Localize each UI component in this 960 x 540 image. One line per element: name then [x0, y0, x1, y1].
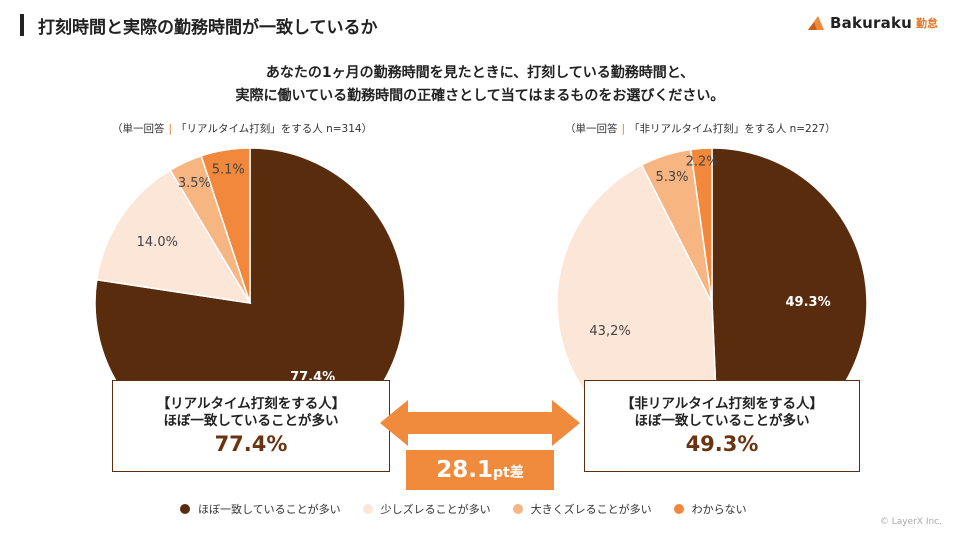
callout-right-heading: 【非リアルタイム打刻をする人】 ほぼ一致していることが多い: [585, 396, 859, 430]
legend-label: わからない: [691, 503, 747, 516]
logo-name: Bakuraku: [830, 14, 912, 32]
question-line-2: 実際に働いている勤務時間の正確さとして当てはまるものをお選びください。: [235, 88, 725, 104]
subtitle-separator-left: |: [168, 123, 173, 135]
page-title: 打刻時間と実際の勤務時間が一致しているか: [38, 17, 378, 38]
legend-item: ほぼ一致していることが多い: [180, 501, 341, 517]
callout-left-head-2: ほぼ一致していることが多い: [163, 413, 339, 429]
title-bar: 打刻時間と実際の勤務時間が一致しているか: [20, 14, 378, 38]
pie-slice-label: 49.3%: [786, 295, 831, 310]
pie-slice-label: 5.3%: [655, 170, 688, 185]
pie-slice-label: 5.1%: [212, 162, 245, 177]
brand-logo: Bakuraku 勤怠: [806, 14, 938, 32]
double-arrow-icon: [380, 400, 580, 446]
difference-value: 28.1: [436, 457, 494, 483]
logo-sub: 勤怠: [916, 17, 938, 30]
pie-slice: [95, 169, 252, 304]
legend-swatch: [512, 504, 523, 514]
legend-swatch: [362, 504, 373, 514]
pie-slice: [200, 147, 251, 304]
legend-item: わからない: [673, 501, 747, 517]
legend-item: 大きくズレることが多い: [512, 501, 652, 517]
callout-left: 【リアルタイム打刻をする人】 ほぼ一致していることが多い 77.4%: [112, 380, 390, 472]
survey-question: あなたの1ヶ月の勤務時間を見たときに、打刻している勤務時間と、 実際に働いている…: [0, 62, 960, 108]
difference-unit: pt差: [493, 465, 524, 481]
subtitle-prefix-right: （単一回答: [565, 123, 618, 135]
callout-right-value: 49.3%: [685, 432, 759, 456]
legend-swatch: [673, 504, 684, 514]
callout-right-head-1: 【非リアルタイム打刻をする人】: [620, 396, 824, 412]
chart-subtitle-left: （単一回答 | 「リアルタイム打刻」をする人 n=314）: [112, 121, 372, 136]
chart-subtitle-right: （単一回答 | 「非リアルタイム打刻」をする人 n=227）: [565, 121, 836, 136]
pie-slice-label: 3.5%: [178, 176, 211, 191]
question-line-1: あなたの1ヶ月の勤務時間を見たときに、打刻している勤務時間と、: [265, 65, 695, 81]
legend-label: 大きくズレることが多い: [530, 503, 652, 516]
copyright: © LayerX Inc.: [879, 517, 942, 527]
pie-slice: [689, 147, 713, 304]
callout-right: 【非リアルタイム打刻をする人】 ほぼ一致していることが多い 49.3%: [584, 380, 860, 472]
callout-left-heading: 【リアルタイム打刻をする人】 ほぼ一致していることが多い: [113, 396, 389, 430]
subtitle-main-left: 「リアルタイム打刻」をする人 n=314）: [176, 123, 373, 135]
legend-label: ほぼ一致していることが多い: [198, 503, 341, 516]
callout-right-head-2: ほぼ一致していることが多い: [634, 413, 810, 429]
pie-slice-label: 43,2%: [589, 324, 630, 339]
legend-item: 少しズレることが多い: [362, 501, 491, 517]
legend-swatch: [180, 504, 190, 514]
subtitle-prefix-left: （単一回答: [112, 123, 165, 135]
difference-badge: 28.1pt差: [406, 450, 554, 490]
callout-left-head-1: 【リアルタイム打刻をする人】: [156, 396, 346, 412]
legend-label: 少しズレることが多い: [380, 503, 491, 516]
pie-slice-label: 2.2%: [686, 155, 719, 170]
title-accent-bar: [20, 14, 24, 36]
subtitle-main-right: 「非リアルタイム打刻」をする人 n=227）: [629, 123, 836, 135]
pie-slice-label: 14.0%: [137, 235, 178, 250]
logo-mark-icon: [808, 16, 825, 30]
callout-left-value: 77.4%: [214, 432, 288, 456]
subtitle-separator-right: |: [621, 123, 626, 135]
legend: ほぼ一致していることが多い 少しズレることが多い 大きくズレることが多い わから…: [180, 501, 769, 517]
